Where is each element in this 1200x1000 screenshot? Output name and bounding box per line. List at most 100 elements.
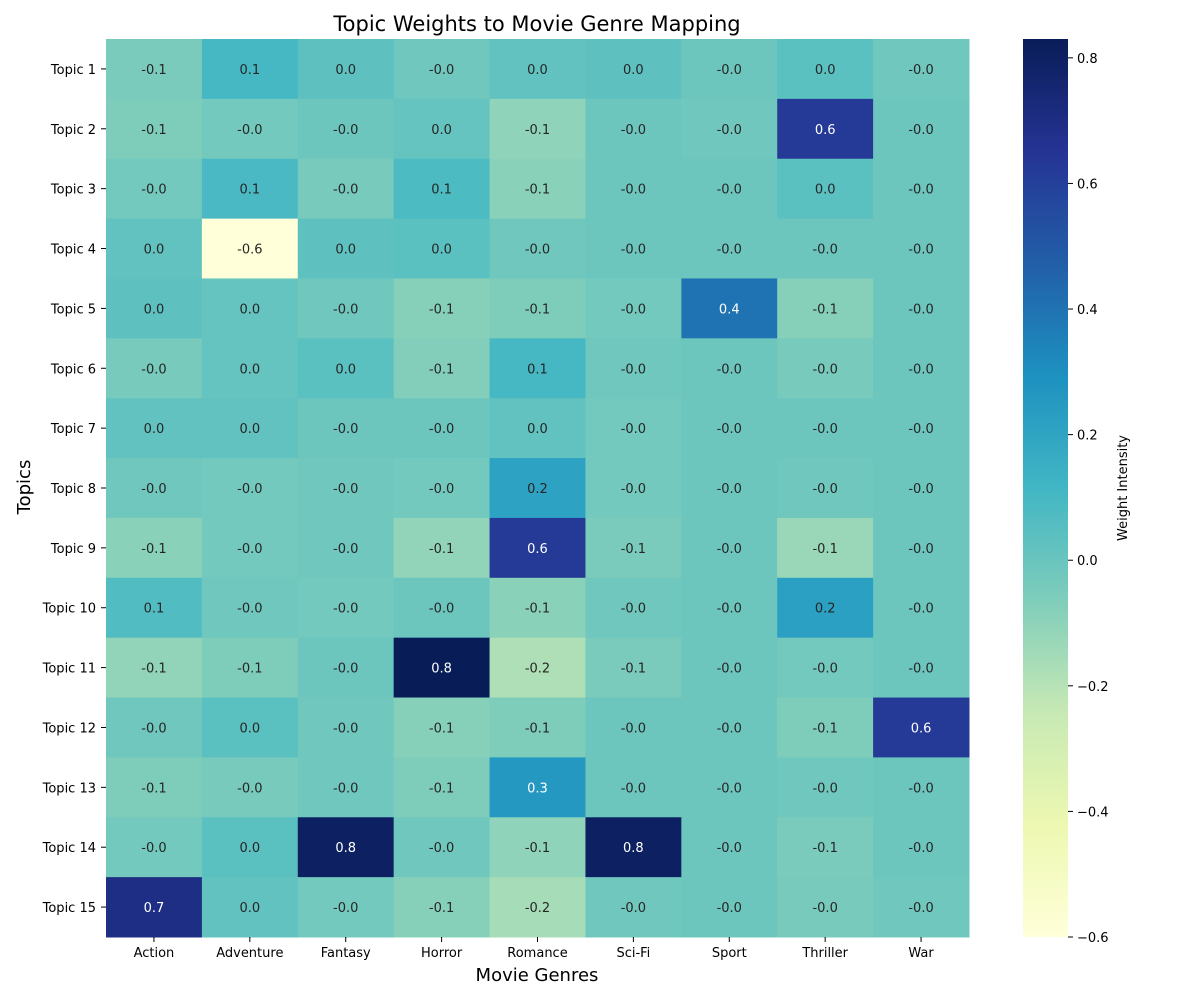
heatmap-cell xyxy=(585,577,682,639)
heatmap-cell-label: -0.0 xyxy=(621,422,646,437)
heatmap-cell-label: -0.0 xyxy=(908,422,933,437)
heatmap-cell xyxy=(106,877,203,938)
heatmap-cell-label: 0.1 xyxy=(144,602,165,617)
heatmap-cell xyxy=(393,39,491,100)
heatmap-cell-label: -0.0 xyxy=(621,901,646,916)
x-tick-label: Adventure xyxy=(216,946,283,961)
heatmap-cell-label: -0.0 xyxy=(237,781,262,796)
heatmap-cell-label: 0.6 xyxy=(911,721,932,736)
chart-title: Topic Weights to Movie Genre Mapping xyxy=(332,12,740,36)
heatmap-cell-label: 0.0 xyxy=(815,63,836,78)
heatmap-cell-label: 0.0 xyxy=(239,362,260,377)
heatmap-cell xyxy=(681,278,778,339)
heatmap-cell-label: 0.6 xyxy=(815,123,836,138)
heatmap-cell xyxy=(201,757,299,818)
heatmap-cell-label: -0.0 xyxy=(717,781,742,796)
heatmap-cell xyxy=(297,278,395,339)
heatmap-cell-label: -0.0 xyxy=(429,602,454,617)
x-tick-label: Fantasy xyxy=(321,946,371,961)
heatmap-cell-label: -0.0 xyxy=(717,901,742,916)
heatmap-cell-label: -0.1 xyxy=(812,841,837,856)
heatmap-cell-label: -0.0 xyxy=(812,362,837,377)
heatmap-cell xyxy=(681,458,778,519)
heatmap-cell xyxy=(585,517,682,579)
heatmap-cell xyxy=(585,158,682,220)
heatmap-cell-label: -0.0 xyxy=(333,721,358,736)
heatmap-cell-label: -0.1 xyxy=(429,302,454,317)
heatmap-cell xyxy=(489,817,586,878)
y-tick-label: Topic 2 xyxy=(50,123,96,138)
heatmap-cell-label: -0.1 xyxy=(525,302,550,317)
heatmap-cell xyxy=(201,98,299,160)
heatmap-cell xyxy=(585,218,682,279)
heatmap-cell-label: -0.0 xyxy=(333,901,358,916)
heatmap-cell-label: -0.0 xyxy=(717,602,742,617)
heatmap-cell-label: -0.1 xyxy=(525,721,550,736)
heatmap-cell xyxy=(681,39,778,100)
heatmap-cell-label: -0.2 xyxy=(525,662,550,677)
heatmap-cell xyxy=(393,158,491,220)
heatmap-cell xyxy=(297,817,395,878)
heatmap-cell xyxy=(489,398,586,459)
heatmap-cell xyxy=(777,39,874,100)
heatmap-cell xyxy=(489,158,586,220)
heatmap-cell xyxy=(585,877,682,938)
x-tick-label: Thriller xyxy=(801,946,848,961)
x-axis-label: Movie Genres xyxy=(476,965,599,986)
colorbar-tick-label: −0.4 xyxy=(1077,805,1109,820)
heatmap-cell-label: -0.0 xyxy=(141,841,166,856)
heatmap-cell xyxy=(393,458,491,519)
heatmap-cell-label: -0.0 xyxy=(141,721,166,736)
heatmap-cell-label: -0.1 xyxy=(525,602,550,617)
heatmap-cell-label: -0.1 xyxy=(237,662,262,677)
heatmap-cell-label: -0.0 xyxy=(621,243,646,258)
heatmap-cell xyxy=(297,458,395,519)
heatmap-cell-label: -0.0 xyxy=(908,901,933,916)
heatmap-cell xyxy=(201,697,299,758)
heatmap-cell xyxy=(393,877,491,938)
heatmap-cell-label: 0.8 xyxy=(335,841,356,856)
colorbar-tick-label: −0.2 xyxy=(1077,680,1109,695)
heatmap-cell xyxy=(393,517,491,579)
heatmap-cell-label: -0.1 xyxy=(429,781,454,796)
heatmap-cell xyxy=(873,757,970,818)
y-tick-label: Topic 3 xyxy=(50,183,96,198)
heatmap-cell-label: -0.0 xyxy=(812,422,837,437)
heatmap-cell-label: -0.1 xyxy=(429,901,454,916)
heatmap-cell-label: -0.0 xyxy=(429,422,454,437)
heatmap-cell xyxy=(681,218,778,279)
heatmap-cell xyxy=(681,158,778,220)
heatmap-cell xyxy=(297,39,395,100)
heatmap-cell-label: 0.0 xyxy=(431,123,452,138)
heatmap-cell xyxy=(393,817,491,878)
heatmap-cell xyxy=(777,637,874,699)
heatmap-cell-label: -0.0 xyxy=(525,243,550,258)
heatmap-cell-label: 0.7 xyxy=(144,901,165,916)
heatmap-cell xyxy=(873,218,970,279)
heatmap-cell-label: -0.1 xyxy=(621,542,646,557)
heatmap-cell xyxy=(489,697,586,758)
heatmap-cell-label: -0.0 xyxy=(812,901,837,916)
heatmap-cell-label: 0.0 xyxy=(815,183,836,198)
heatmap-cell xyxy=(393,278,491,339)
heatmap-cell xyxy=(489,39,586,100)
heatmap-cell xyxy=(777,517,874,579)
heatmap-cell xyxy=(777,98,874,160)
heatmap-cell-label: 0.0 xyxy=(144,302,165,317)
heatmap-cell xyxy=(393,398,491,459)
heatmap-cell xyxy=(297,338,395,399)
heatmap-cell xyxy=(201,817,299,878)
heatmap-cell-label: -0.0 xyxy=(141,482,166,497)
heatmap-cell xyxy=(106,278,203,339)
heatmap-cell-label: -0.0 xyxy=(908,482,933,497)
heatmap-cell xyxy=(681,338,778,399)
heatmap-cell xyxy=(106,757,203,818)
heatmap-cell-label: 0.1 xyxy=(239,183,260,198)
heatmap-cell-label: -0.1 xyxy=(429,721,454,736)
heatmap-cell-label: -0.0 xyxy=(717,183,742,198)
heatmap-cell-label: -0.1 xyxy=(525,183,550,198)
heatmap-cell-label: -0.0 xyxy=(621,123,646,138)
heatmap-cell xyxy=(393,757,491,818)
heatmap-cell xyxy=(297,218,395,279)
